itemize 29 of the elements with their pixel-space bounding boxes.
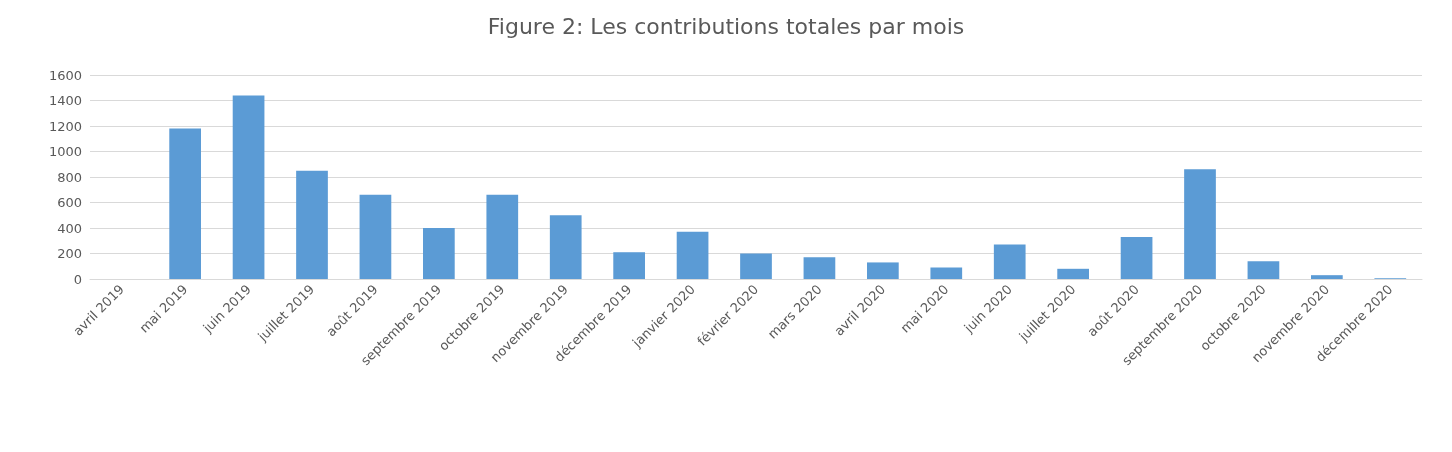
chart-title: Figure 2: Les contributions totales par mois [487, 13, 965, 39]
y-tick-label: 800 [57, 169, 82, 185]
bar [1120, 236, 1153, 279]
y-tick-label: 0 [73, 271, 82, 287]
bar [867, 262, 899, 279]
bar [613, 252, 645, 279]
bar [1184, 169, 1216, 279]
bar [232, 95, 265, 279]
bar [1057, 268, 1089, 279]
bar [549, 215, 582, 279]
bar [486, 194, 519, 279]
bar [1247, 261, 1280, 279]
y-tick-label: 1600 [48, 67, 82, 83]
bar [993, 244, 1026, 279]
bar [676, 231, 709, 279]
y-tick-label: 600 [57, 195, 82, 210]
y-tick-label: 1400 [48, 93, 82, 108]
bar [169, 128, 201, 279]
y-tick-label: 1200 [48, 118, 82, 134]
bar [423, 228, 455, 279]
bar [296, 170, 328, 279]
bar [930, 267, 963, 279]
y-tick-label: 400 [57, 220, 82, 236]
bar [740, 253, 772, 279]
bar [359, 194, 392, 279]
bar [803, 257, 836, 279]
y-tick-label: 200 [57, 246, 82, 261]
bar [1311, 275, 1343, 279]
y-tick-label: 1000 [48, 144, 82, 159]
